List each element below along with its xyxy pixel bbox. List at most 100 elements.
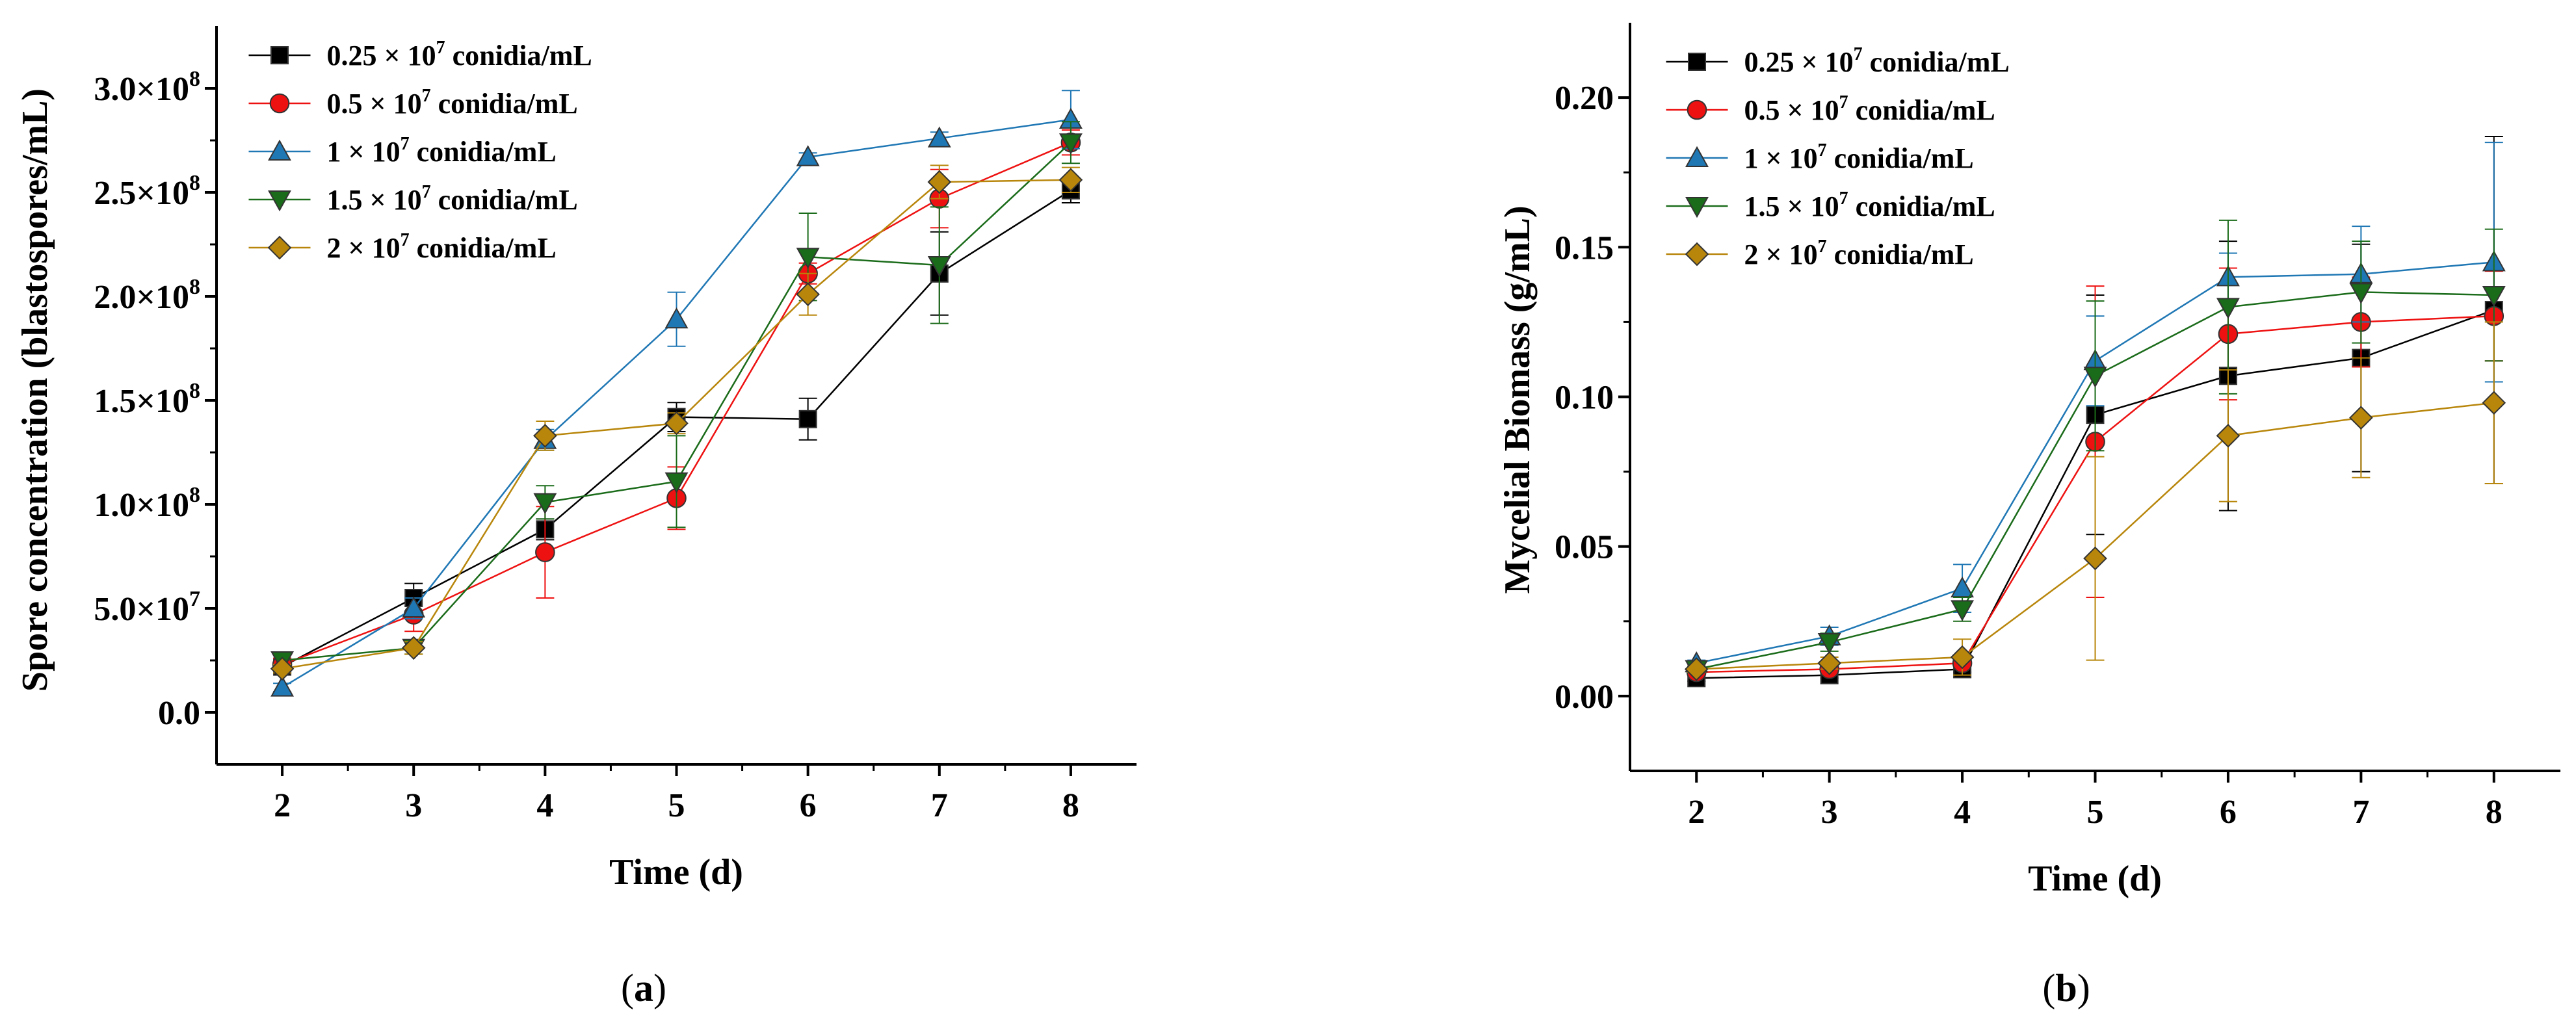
chart-b-series-layer xyxy=(1684,135,2506,688)
chart-b-legend: 0.25 × 107 conidia/mL0.5 × 107 conidia/m… xyxy=(1666,44,2010,270)
data-point xyxy=(270,656,295,681)
chart-panel-a: 0.05.0×1071.0×1081.5×1082.0×1082.5×1083.… xyxy=(15,26,1137,1009)
x-tick-label: 8 xyxy=(2486,794,2503,831)
legend-label: 0.25 × 107 conidia/mL xyxy=(327,38,592,72)
y-tick-label: 1.5×108 xyxy=(94,379,200,420)
legend-item: 1.5 × 107 conidia/mL xyxy=(1666,188,1995,222)
y-tick-label-exponent: 8 xyxy=(189,483,200,507)
legend-label: 1.5 × 107 conidia/mL xyxy=(1744,188,1995,222)
x-tick-label: 6 xyxy=(2220,794,2237,831)
y-tick-label: 0.0 xyxy=(158,695,200,732)
legend-label-units: conidia/mL xyxy=(1848,190,1995,222)
legend-label: 0.25 × 107 conidia/mL xyxy=(1744,44,2010,78)
chart-a-legend: 0.25 × 107 conidia/mL0.5 × 107 conidia/m… xyxy=(248,38,592,264)
legend-label: 0.5 × 107 conidia/mL xyxy=(327,86,578,120)
data-point xyxy=(927,256,951,278)
legend-label: 2 × 107 conidia/mL xyxy=(1744,237,1974,270)
legend-marker xyxy=(267,235,292,260)
y-tick-label-exponent: 8 xyxy=(189,67,200,91)
legend-marker xyxy=(270,46,289,64)
x-tick-label: 3 xyxy=(1821,794,1838,831)
panel-b-caption: (b) xyxy=(2042,967,2090,1009)
y-tick-label-exponent: 7 xyxy=(189,587,200,611)
chart-b-x-axis-title: Time (d) xyxy=(2028,859,2162,899)
y-tick-label-exponent: 8 xyxy=(189,171,200,195)
data-point xyxy=(1817,651,1841,675)
y-tick-label: 3.0×108 xyxy=(94,67,200,108)
series-4 xyxy=(270,164,1083,681)
x-tick-label: 6 xyxy=(800,787,817,824)
panel-b-caption-letter: b xyxy=(2055,967,2077,1009)
legend-label: 1.5 × 107 conidia/mL xyxy=(327,182,578,216)
legend-label-base: 2 × 10 xyxy=(1744,239,1818,270)
x-tick-label: 5 xyxy=(2087,794,2104,831)
y-tick-label-base: 2.0×10 xyxy=(94,279,189,316)
legend-label-units: conidia/mL xyxy=(1827,142,1974,174)
x-tick-label: 8 xyxy=(1062,787,1079,824)
legend-label-units: conidia/mL xyxy=(1848,94,1995,126)
y-tick-label-base: 3.0×10 xyxy=(94,71,189,108)
y-tick-label: 2.0×108 xyxy=(94,275,200,316)
x-tick-label: 2 xyxy=(274,787,291,824)
chart-b-axes: 0.00 0.05 0.10 0.15 0.20 2 3 4 5 6 7 8 xyxy=(1555,23,2560,831)
panel-a-caption-letter: a xyxy=(634,967,653,1009)
y-tick-label: 0.10 xyxy=(1555,380,1614,417)
chart-a-axes: 0.05.0×1071.0×1081.5×1082.0×1082.5×1083.… xyxy=(94,26,1137,824)
data-point xyxy=(1684,657,1709,681)
legend-label-base: 0.5 × 10 xyxy=(327,88,422,120)
legend-marker xyxy=(1687,99,1707,120)
data-point xyxy=(796,282,820,307)
legend-label-base: 1 × 10 xyxy=(1744,142,1818,174)
legend-label-exponent: 7 xyxy=(401,230,410,250)
legend-label: 1 × 107 conidia/mL xyxy=(1744,140,1974,174)
y-tick-label: 0.20 xyxy=(1555,80,1614,117)
legend-label-units: conidia/mL xyxy=(410,136,557,168)
y-tick-label-base: 1.0×10 xyxy=(94,487,189,524)
legend-item: 2 × 107 conidia/mL xyxy=(1666,237,1974,270)
legend-label-units: conidia/mL xyxy=(1827,239,1974,270)
legend-label-exponent: 7 xyxy=(422,86,431,106)
y-tick-label: 0.05 xyxy=(1555,529,1614,566)
chart-a-x-axis-title: Time (d) xyxy=(609,852,743,892)
series-4 xyxy=(1684,321,2506,681)
y-tick-label: 5.0×107 xyxy=(94,587,200,628)
legend-item: 0.25 × 107 conidia/mL xyxy=(248,38,592,72)
legend-label-units: conidia/mL xyxy=(431,88,578,120)
data-point xyxy=(2216,298,2240,319)
legend-label-exponent: 7 xyxy=(1839,188,1848,209)
legend-label-units: conidia/mL xyxy=(431,184,578,216)
data-point xyxy=(1950,645,1975,670)
legend-label-base: 0.5 × 10 xyxy=(1744,94,1839,126)
legend-marker xyxy=(269,93,290,114)
legend-item: 1.5 × 107 conidia/mL xyxy=(248,182,578,216)
x-tick-label: 7 xyxy=(931,787,948,824)
data-point xyxy=(401,636,426,660)
y-tick-label-exponent: 8 xyxy=(189,379,200,403)
data-point xyxy=(2349,406,2373,430)
legend-marker xyxy=(1685,197,1709,218)
legend-marker xyxy=(268,190,291,212)
data-point xyxy=(2083,546,2107,571)
legend-label: 2 × 107 conidia/mL xyxy=(327,230,557,264)
x-tick-label: 4 xyxy=(536,787,553,824)
legend-item: 0.5 × 107 conidia/mL xyxy=(248,86,578,120)
data-point xyxy=(2482,391,2506,415)
legend-label-base: 0.25 × 10 xyxy=(1744,46,1854,78)
y-tick-label-exponent: 8 xyxy=(189,275,200,299)
legend-label-exponent: 7 xyxy=(1839,92,1848,112)
y-tick-label: 0.00 xyxy=(1555,679,1614,716)
data-point xyxy=(533,493,557,515)
data-point xyxy=(796,145,820,166)
legend-label-units: conidia/mL xyxy=(445,40,592,72)
legend-label: 1 × 107 conidia/mL xyxy=(327,134,557,168)
legend-label-base: 1.5 × 10 xyxy=(327,184,422,216)
data-point xyxy=(927,170,952,194)
y-tick-label-base: 1.5×10 xyxy=(94,383,189,420)
y-tick-label: 0.15 xyxy=(1555,229,1614,266)
data-point xyxy=(270,675,295,697)
legend-label-units: conidia/mL xyxy=(1863,46,2010,78)
legend-item: 0.5 × 107 conidia/mL xyxy=(1666,92,1995,126)
data-point xyxy=(1058,133,1083,155)
legend-label-exponent: 7 xyxy=(436,38,445,58)
data-point xyxy=(2083,367,2107,388)
